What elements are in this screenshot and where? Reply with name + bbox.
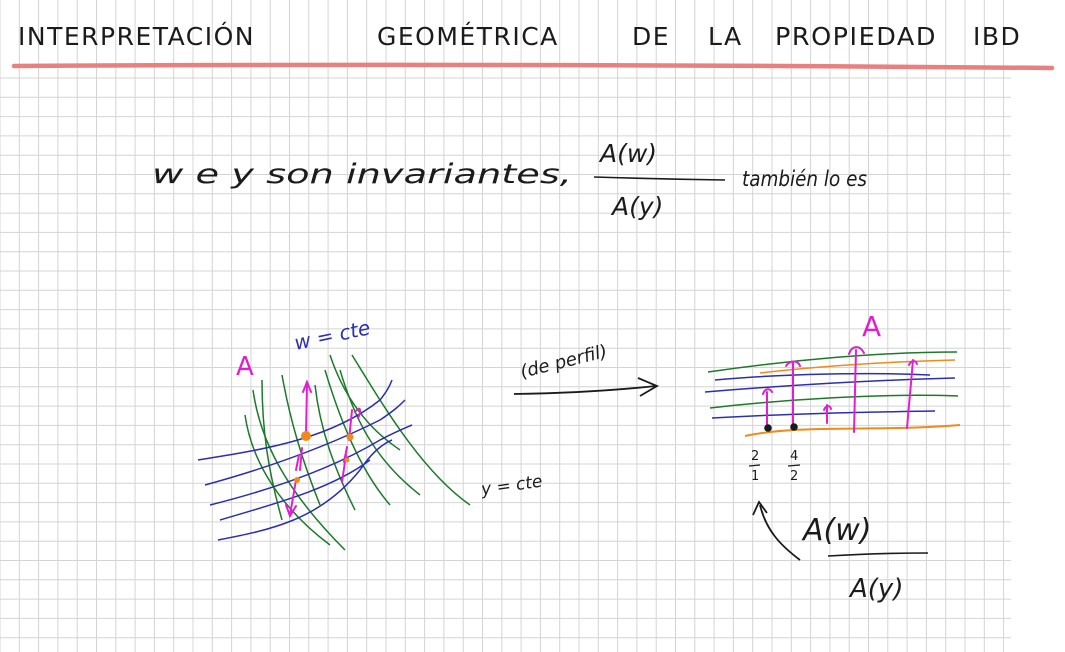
page-title: INTERPRETACIÓN GEOMÉTRICA DE LA PROPIEDA… xyxy=(18,21,1021,51)
title-word-1: INTERPRETACIÓN xyxy=(18,21,255,51)
statement-suffix: también lo es xyxy=(742,167,867,191)
tick-left-num: 2 xyxy=(751,449,759,464)
black-point-2 xyxy=(790,423,798,431)
statement-fraction-numerator: A(w) xyxy=(598,139,657,168)
title-word-5: PROPIEDAD xyxy=(775,22,937,51)
grid-background xyxy=(0,0,1011,652)
statement-text: w e y son invariantes, xyxy=(152,159,572,190)
title-word-3: DE xyxy=(632,22,670,51)
black-point-1 xyxy=(764,424,772,432)
statement-fraction-bar xyxy=(593,176,726,181)
magenta-vectors xyxy=(285,379,362,519)
blue-curves xyxy=(197,379,413,541)
transition-arrow-shaft xyxy=(513,385,657,395)
perfil-arrow: (de perfil) xyxy=(513,341,660,397)
right-fraction-denominator: A(y) xyxy=(848,574,903,604)
right-fraction-numerator: A(w) xyxy=(801,513,871,548)
right-fraction-bar xyxy=(827,552,929,557)
statement-fraction-denominator: A(y) xyxy=(610,192,663,221)
title-underline xyxy=(11,62,1055,71)
tick-left-den: 1 xyxy=(751,469,759,484)
orange-point-1 xyxy=(301,431,311,441)
title-word-4: LA xyxy=(708,22,743,51)
transition-label: (de perfil) xyxy=(518,341,609,383)
orange-point-3 xyxy=(294,477,300,483)
curved-arrowhead xyxy=(752,500,768,516)
title-word-2: GEOMÉTRICA xyxy=(377,22,559,51)
transition-arrowhead xyxy=(637,377,660,397)
title-word-6: IBD xyxy=(973,22,1021,51)
left-diagram: A w = cte y = cte xyxy=(197,315,544,551)
side-view-vectors xyxy=(762,346,918,433)
orange-point-4 xyxy=(344,457,350,463)
w-cte-label: w = cte xyxy=(292,315,372,354)
tick-left-bar xyxy=(748,464,761,467)
tick-right-num: 4 xyxy=(790,449,798,464)
tick-right-bar xyxy=(787,464,801,467)
curved-arrow xyxy=(759,504,801,561)
right-diagram: A 2 1 4 2 A(w) A(y) xyxy=(704,310,961,604)
left-axis-letter: A xyxy=(236,352,254,382)
side-view-lines xyxy=(704,351,961,437)
tick-right-den: 2 xyxy=(790,469,798,484)
orange-point-2 xyxy=(346,433,354,441)
statement: w e y son invariantes, A(w) A(y) también… xyxy=(152,139,867,221)
right-axis-letter: A xyxy=(862,310,881,343)
y-cte-label: y = cte xyxy=(479,472,544,501)
